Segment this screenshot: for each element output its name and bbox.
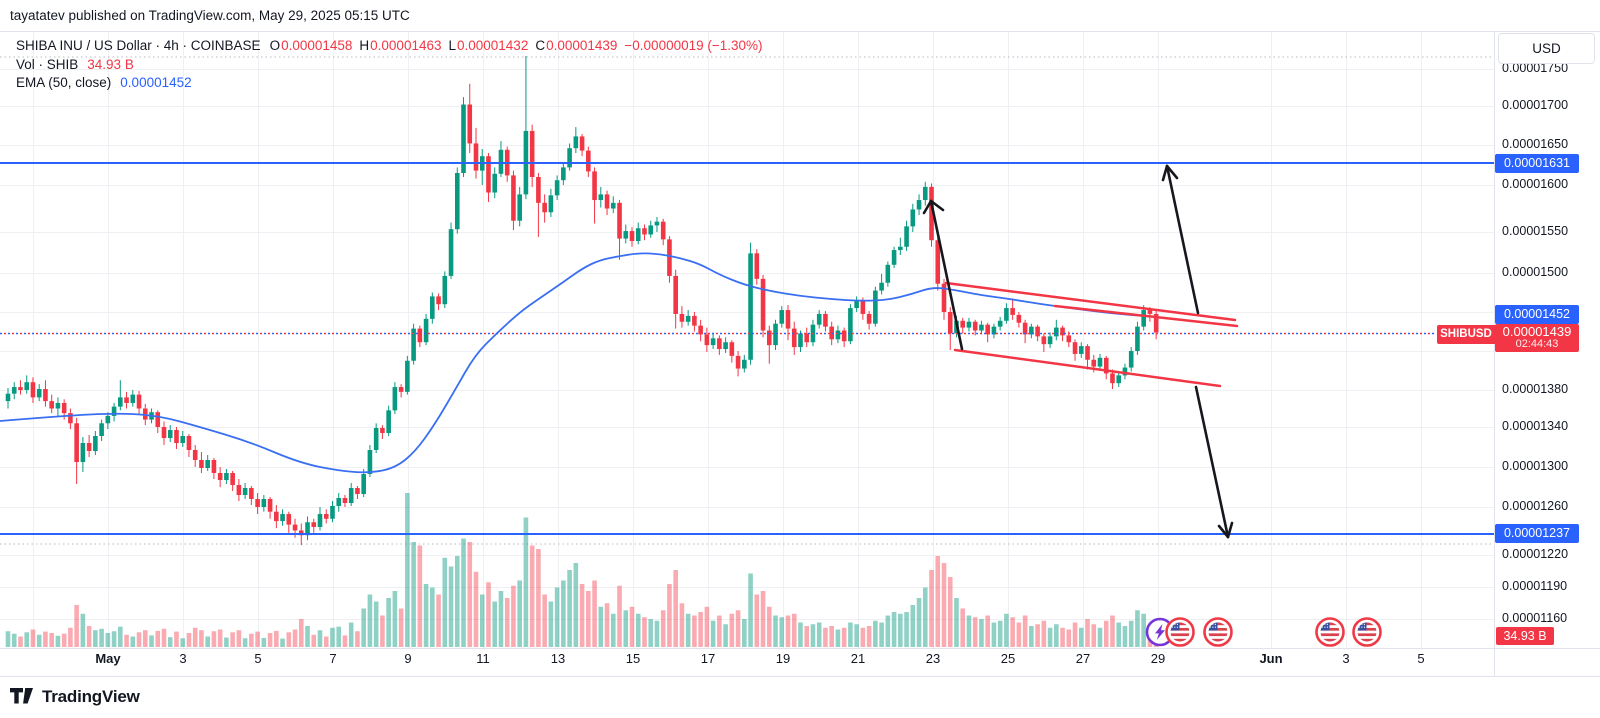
ema-label: EMA (50, close) [16,75,112,90]
currency-button[interactable]: USD [1498,33,1595,64]
close-value: 0.00001439 [546,38,618,53]
time-axis-label: 19 [775,651,791,666]
open-value: 0.00001458 [281,38,353,53]
ema-price-badge: 0.00001452 [1495,305,1579,324]
time-axis-label: 7 [329,651,337,666]
tradingview-brand[interactable]: TradingView [42,687,140,706]
high-label: H [359,38,370,53]
low-value: 0.00001432 [457,38,529,53]
time-axis-label: 3 [1342,651,1350,666]
symbol-legend-row: SHIBA INU / US Dollar · 4h · COINBASE O0.… [16,38,763,53]
time-axis-label: 29 [1150,651,1166,666]
tradingview-logo-icon[interactable] [10,688,40,706]
us-flag-event-icon[interactable] [1352,617,1382,647]
price-axis-label: 0.00001300 [1502,459,1569,473]
time-axis-label: 25 [1000,651,1016,666]
time-axis-label: 21 [850,651,866,666]
time-axis-label: 27 [1075,651,1091,666]
time-axis-label: 11 [476,651,490,666]
price-axis-label: 0.00001650 [1502,137,1569,151]
time-axis-label: May [95,651,121,666]
price-axis-label: 0.00001550 [1502,224,1569,238]
footer-border [0,676,1600,677]
price-axis-label: 0.00001190 [1502,579,1568,593]
volume-axis-badge: 34.93 B [1496,627,1554,645]
open-label: O [269,38,281,53]
time-axis-label: 3 [179,651,187,666]
time-axis-label: 5 [254,651,262,666]
price-axis-label: 0.00001380 [1502,382,1569,396]
time-axis-label: 13 [550,651,566,666]
symbol-badge: SHIBUSD [1437,325,1495,344]
high-value: 0.00001463 [370,38,442,53]
symbol-title: SHIBA INU / US Dollar · 4h · COINBASE [16,38,261,53]
published-line: tayatatev published on TradingView.com, … [10,8,410,23]
low-label: L [448,38,456,53]
resistance-price-badge: 0.00001631 [1495,154,1579,173]
volume-value: 34.93 B [87,57,134,72]
price-axis-label: 0.00001160 [1502,611,1568,625]
time-axis-label: 9 [404,651,412,666]
close-label: C [535,38,546,53]
ema-legend-row: EMA (50, close) 0.00001452 [16,75,192,90]
time-axis-label: 15 [625,651,641,666]
last-price-badge: 0.00001439 02:44:43 [1495,324,1579,352]
price-axis-label: 0.00001700 [1502,98,1569,112]
chart-top-border [0,31,1600,32]
us-flag-event-icon[interactable] [1315,617,1345,647]
time-axis-label: 23 [925,651,941,666]
last-price-value: 0.00001439 [1502,324,1572,339]
price-axis-label: 0.00001500 [1502,265,1569,279]
price-axis-label: 0.00001750 [1502,61,1569,75]
price-axis-label: 0.00001220 [1502,547,1569,561]
time-axis-label: Jun [1259,651,1283,666]
volume-legend-row: Vol · SHIB 34.93 B [16,57,134,72]
support-price-badge: 0.00001237 [1495,524,1579,543]
time-axis-label: 17 [700,651,716,666]
time-axis-label: 5 [1417,651,1425,666]
change-value: −0.00000019 (−1.30%) [624,38,763,53]
price-axis-label: 0.00001260 [1502,499,1569,513]
bar-countdown: 02:44:43 [1515,338,1559,350]
price-axis-label: 0.00001600 [1502,177,1569,191]
us-flag-event-icon[interactable] [1165,617,1195,647]
price-axis-label: 0.00001340 [1502,419,1569,433]
price-axis-border [1494,31,1495,676]
us-flag-event-icon[interactable] [1203,617,1233,647]
ema-value: 0.00001452 [120,75,192,90]
time-axis-border [0,648,1600,649]
volume-label: Vol · SHIB [16,57,79,72]
